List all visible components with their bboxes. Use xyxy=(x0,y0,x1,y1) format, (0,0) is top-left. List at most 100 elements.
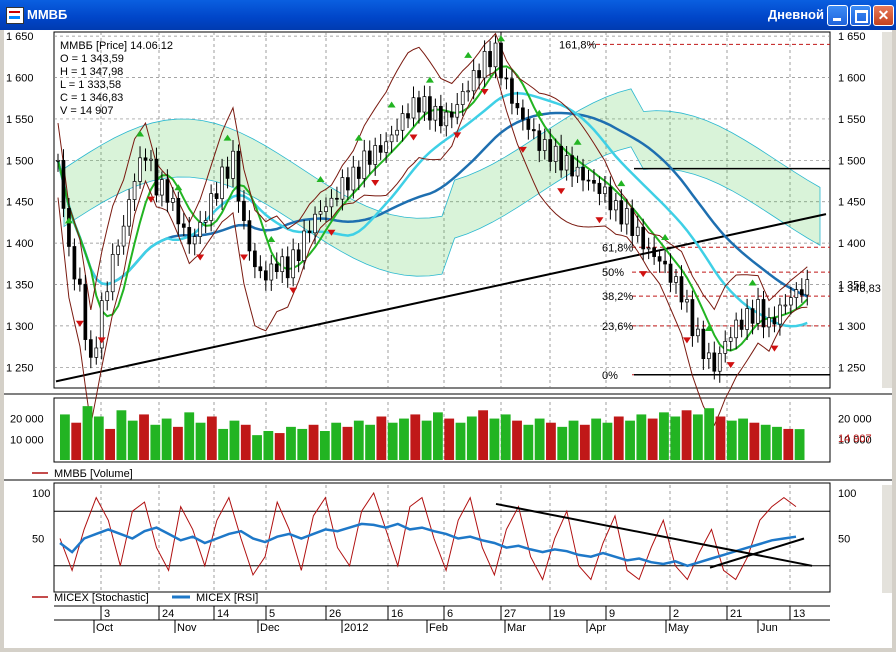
candle-body xyxy=(411,97,416,119)
fractal-down-marker xyxy=(557,188,566,195)
month-label: Oct xyxy=(96,622,113,634)
candle-body xyxy=(433,105,438,121)
last-price-label: 1 346,83 xyxy=(838,283,881,295)
fractal-up-marker xyxy=(464,51,473,58)
fractal-up-marker xyxy=(316,176,325,183)
candle-body xyxy=(799,289,804,296)
fractal-up-marker xyxy=(425,76,434,83)
fractal-up-marker xyxy=(267,236,276,243)
day-label: 26 xyxy=(329,608,341,620)
maximize-button[interactable] xyxy=(850,5,871,26)
candle-body xyxy=(176,198,181,225)
volume-bar xyxy=(105,428,116,460)
fractal-down-marker xyxy=(196,254,205,261)
candle-body xyxy=(88,339,93,358)
volume-bar xyxy=(613,416,624,460)
candle-body xyxy=(624,208,629,225)
candle-body xyxy=(154,158,159,196)
candle-body xyxy=(767,317,771,328)
fractal-down-marker xyxy=(239,254,248,261)
volume-tick-right: 20 000 xyxy=(838,414,872,426)
candle-body xyxy=(378,145,383,153)
volume-bar xyxy=(376,416,387,460)
candle-body xyxy=(488,51,492,68)
candle-body xyxy=(160,179,164,196)
candle-body xyxy=(99,300,104,349)
volume-bar xyxy=(218,428,229,460)
candle-body xyxy=(253,250,257,268)
candle-body xyxy=(559,145,564,171)
bollinger-lower xyxy=(57,71,808,427)
volume-bar xyxy=(647,418,658,460)
candle-body xyxy=(72,246,77,280)
candle-body xyxy=(685,299,689,303)
volume-bar xyxy=(308,424,319,460)
fractal-up-marker xyxy=(223,134,232,141)
volume-bar xyxy=(116,410,127,460)
volume-bar xyxy=(760,424,771,460)
volume-bar xyxy=(500,414,511,460)
price-info-volume: V = 14 907 xyxy=(60,105,114,117)
close-button[interactable]: ✕ xyxy=(873,5,894,26)
candle-body xyxy=(613,200,618,211)
volume-bar xyxy=(478,410,489,460)
candle-body xyxy=(313,213,317,234)
day-label: 9 xyxy=(609,608,615,620)
candle-body xyxy=(728,337,733,342)
trendline xyxy=(55,213,827,383)
price-scrollbar[interactable] xyxy=(882,32,892,388)
fractal-down-marker xyxy=(682,337,691,344)
volume-tick-left: 20 000 xyxy=(10,414,44,426)
candle-body xyxy=(269,263,274,281)
candle-body xyxy=(652,247,656,257)
fractal-down-marker xyxy=(371,180,380,187)
candle-body xyxy=(367,150,372,165)
day-label: 21 xyxy=(730,608,742,620)
candle-body xyxy=(225,166,230,179)
candle-body xyxy=(61,159,66,209)
rsi-line xyxy=(59,522,797,568)
period-label[interactable]: Дневной xyxy=(767,7,824,22)
candle-body xyxy=(679,276,684,303)
price-info-low: L = 1 333,58 xyxy=(60,79,121,91)
price-tick-right: 1 400 xyxy=(838,238,866,250)
candle-body xyxy=(220,166,224,199)
candle-body xyxy=(263,270,268,281)
volume-bar xyxy=(738,418,748,460)
candle-body xyxy=(668,263,673,283)
candle-body xyxy=(745,308,749,330)
volume-bar xyxy=(139,414,149,460)
candle-body xyxy=(482,51,487,79)
candle-body xyxy=(384,141,388,153)
candle-body xyxy=(701,328,706,360)
volume-bar xyxy=(444,418,455,460)
candle-body xyxy=(242,200,246,221)
osc-trendline xyxy=(495,502,813,567)
minimize-button[interactable] xyxy=(827,5,848,26)
candle-body xyxy=(78,278,82,285)
osc-scrollbar[interactable] xyxy=(882,485,892,593)
candle-body xyxy=(302,230,306,261)
panel-frame xyxy=(53,397,831,463)
volume-bar xyxy=(297,428,308,460)
fractal-up-marker xyxy=(535,109,544,116)
volume-tick-left: 10 000 xyxy=(10,434,44,446)
candle-body xyxy=(690,299,695,337)
candle-body xyxy=(526,118,531,130)
volume-bar xyxy=(466,416,477,460)
panel-frame xyxy=(53,31,831,389)
candle-body xyxy=(460,91,465,105)
volume-bar xyxy=(71,422,82,460)
price-tick-left: 1 500 xyxy=(6,155,34,167)
volume-bar xyxy=(286,426,296,460)
day-label: 3 xyxy=(104,608,110,620)
volume-bar xyxy=(229,420,240,460)
fractal-down-marker xyxy=(289,287,298,294)
candle-body xyxy=(619,200,624,225)
volume-bar xyxy=(455,422,466,460)
candle-body xyxy=(83,283,88,340)
candle-body xyxy=(592,180,596,184)
maximize-icon xyxy=(851,6,870,25)
candle-body xyxy=(455,104,460,118)
